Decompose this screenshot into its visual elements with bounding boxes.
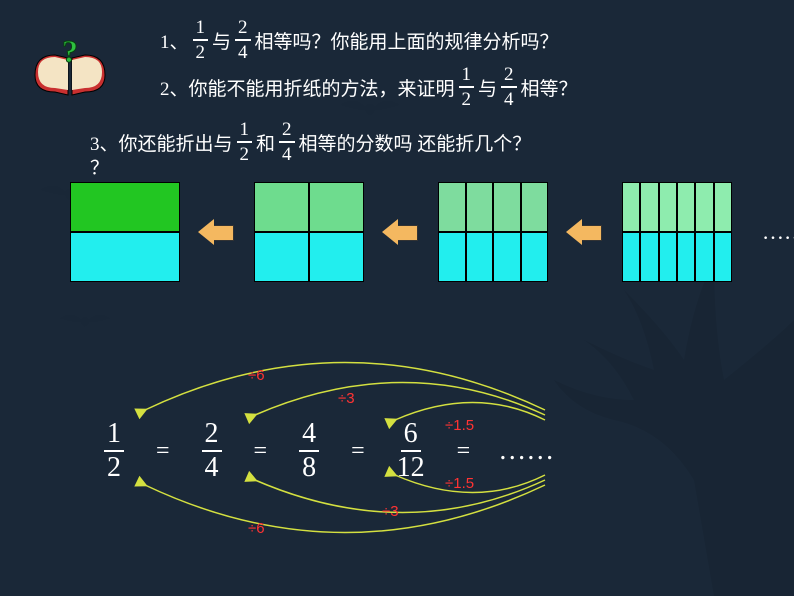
q3-suffix: 相等的分数吗 还能折几个？ bbox=[299, 129, 532, 156]
q3-cont: ？ bbox=[90, 153, 109, 180]
q2-suffix: 相等？ bbox=[521, 74, 578, 101]
q1-mid: 与 bbox=[212, 27, 231, 54]
fraction-1-2: 12 bbox=[104, 420, 124, 482]
fraction-2-4: 24 bbox=[279, 120, 295, 164]
fraction-2-4: 24 bbox=[202, 420, 222, 482]
question-3-cont: ？ bbox=[90, 153, 109, 180]
arc-label-bot-div3: ÷3 bbox=[382, 503, 399, 520]
folding-squares-row: …… bbox=[70, 182, 794, 282]
q3-prefix: 3、你还能折出与 bbox=[90, 129, 233, 156]
question-2: 2、你能不能用折纸的方法，来证明 12 与 24 相等？ bbox=[160, 65, 578, 109]
fraction-1-2: 12 bbox=[193, 18, 209, 62]
fraction-6-12: 612 bbox=[397, 420, 425, 482]
svg-text:?: ? bbox=[62, 40, 78, 69]
equals: = bbox=[156, 438, 170, 465]
ellipsis: …… bbox=[498, 435, 554, 467]
square-4-8 bbox=[438, 182, 548, 282]
square-1-2 bbox=[70, 182, 180, 282]
square-2-4 bbox=[254, 182, 364, 282]
equation-row: 12 = 24 = 48 = 612 = …… bbox=[100, 420, 554, 482]
ellipsis: …… bbox=[762, 219, 794, 245]
equals: = bbox=[254, 438, 268, 465]
fraction-4-8: 48 bbox=[299, 420, 319, 482]
fraction-1-2: 12 bbox=[459, 65, 475, 109]
arc-label-top-div6: ÷6 bbox=[248, 367, 265, 384]
book-question-icon: ? bbox=[30, 40, 110, 110]
arrow-left-icon bbox=[384, 220, 418, 244]
arrow-left-icon bbox=[568, 220, 602, 244]
arc-label-top-div3: ÷3 bbox=[338, 390, 355, 407]
equals: = bbox=[457, 438, 471, 465]
bat-icon bbox=[60, 310, 110, 335]
fraction-1-2: 12 bbox=[237, 120, 253, 164]
q3-mid: 和 bbox=[256, 129, 275, 156]
arrow-left-icon bbox=[200, 220, 234, 244]
square-6-12 bbox=[622, 182, 732, 282]
q2-prefix: 2、你能不能用折纸的方法，来证明 bbox=[160, 74, 455, 101]
q1-suffix: 相等吗？你能用上面的规律分析吗？ bbox=[255, 27, 559, 54]
question-3: 3、你还能折出与 12 和 24 相等的分数吗 还能折几个？ bbox=[90, 120, 531, 164]
fraction-2-4: 24 bbox=[235, 18, 251, 62]
fraction-2-4: 24 bbox=[501, 65, 517, 109]
q1-prefix: 1、 bbox=[160, 27, 189, 54]
question-1: 1、 12 与 24 相等吗？你能用上面的规律分析吗？ bbox=[160, 18, 559, 62]
q2-mid: 与 bbox=[478, 74, 497, 101]
arc-label-bot-div6: ÷6 bbox=[248, 520, 265, 537]
equals: = bbox=[351, 438, 365, 465]
